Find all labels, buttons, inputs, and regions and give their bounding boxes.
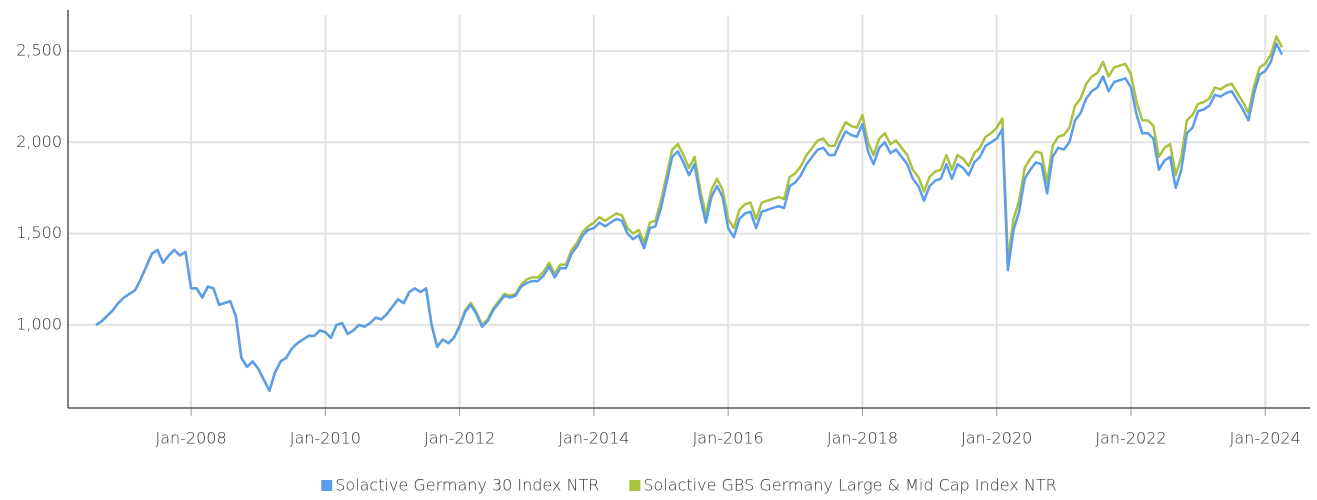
- y-tick-label: 1,000: [16, 314, 62, 333]
- x-tick-label: Jan-2022: [1095, 429, 1166, 448]
- x-tick-label: Jan-2016: [693, 429, 764, 448]
- x-tick-label: Jan-2018: [827, 429, 898, 448]
- legend-label: Solactive GBS Germany Large & Mid Cap In…: [643, 476, 1056, 495]
- legend-swatch: [321, 480, 333, 491]
- y-tick-label: 2,500: [16, 40, 62, 59]
- x-tick-label: Jan-2010: [290, 429, 361, 448]
- legend-swatch: [629, 480, 641, 491]
- y-tick-label: 2,000: [16, 132, 62, 151]
- x-tick-label: Jan-2014: [558, 429, 629, 448]
- x-tick-label: Jan-2012: [424, 429, 495, 448]
- x-tick-label: Jan-2024: [1230, 429, 1301, 448]
- y-tick-label: 1,500: [16, 223, 62, 242]
- x-tick-label: Jan-2020: [961, 429, 1032, 448]
- series-line: [95, 35, 1284, 392]
- legend-label: Solactive Germany 30 Index NTR: [335, 476, 599, 495]
- x-tick-label: Jan-2008: [156, 429, 227, 448]
- series-line: [95, 42, 1284, 392]
